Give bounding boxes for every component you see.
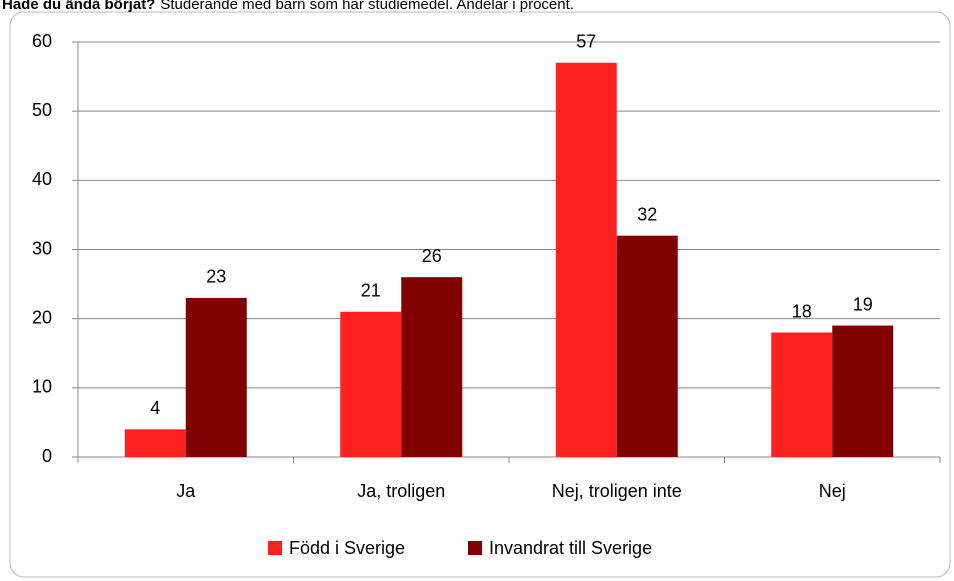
y-tick-label: 50	[32, 100, 52, 120]
chart-subtitle: Studerande med barn som har studiemedel.…	[160, 0, 574, 13]
legend-swatch	[268, 541, 282, 555]
y-tick-label: 10	[32, 377, 52, 397]
x-tick-label: Ja	[176, 481, 196, 501]
data-label: 26	[422, 246, 442, 266]
data-label: 18	[792, 301, 812, 321]
y-tick-label: 40	[32, 169, 52, 189]
chart-title: Hade du ändå börjat?	[2, 0, 155, 13]
bar	[832, 325, 894, 457]
chart-frame	[9, 11, 951, 578]
y-tick-label: 30	[32, 238, 52, 258]
data-label: 4	[150, 398, 160, 418]
bar	[185, 297, 247, 457]
data-label: 19	[853, 294, 873, 314]
x-tick-label: Nej	[819, 481, 846, 501]
y-tick-label: 0	[42, 446, 52, 466]
bar	[771, 332, 833, 457]
y-tick-label: 60	[32, 31, 52, 51]
x-tick-label: Nej, troligen inte	[552, 481, 682, 501]
legend-label: Invandrat till Sverige	[489, 538, 652, 558]
bar	[401, 277, 463, 457]
data-label: 21	[361, 281, 381, 301]
legend-label: Född i Sverige	[289, 538, 405, 558]
x-tick-label: Ja, troligen	[357, 481, 445, 501]
bar	[340, 311, 402, 457]
bar	[555, 62, 617, 457]
legend-swatch	[468, 541, 482, 555]
data-label: 23	[206, 267, 226, 287]
bar	[616, 235, 678, 457]
data-label: 32	[637, 204, 657, 224]
y-tick-label: 20	[32, 307, 52, 327]
bar	[124, 429, 186, 457]
chart-heading: Hade du ändå börjat? Studerande med barn …	[2, 0, 574, 13]
data-label: 57	[576, 32, 596, 52]
